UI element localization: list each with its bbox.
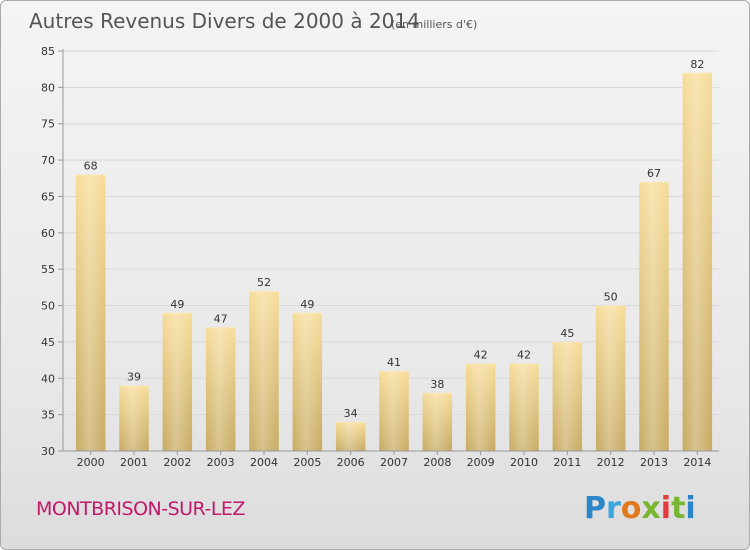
logo-letter: i	[661, 491, 671, 526]
y-tick-label: 70	[41, 154, 55, 167]
x-tick-label: 2007	[380, 456, 408, 469]
x-tick-label: 2013	[640, 456, 668, 469]
x-tick-label: 2010	[510, 456, 538, 469]
x-tick-label: 2002	[163, 456, 191, 469]
value-label: 39	[127, 371, 141, 384]
x-tick-label: 2014	[683, 456, 711, 469]
bar-highlight	[75, 174, 106, 452]
bar-highlight	[205, 327, 236, 451]
x-tick-label: 2000	[77, 456, 105, 469]
bar-highlight	[335, 421, 366, 451]
value-label: 49	[170, 298, 184, 311]
x-tick-label: 2003	[207, 456, 235, 469]
proxiti-logo: Proxiti	[584, 491, 696, 526]
y-tick-label: 45	[41, 336, 55, 349]
bars	[75, 72, 713, 452]
bar-highlight	[292, 312, 323, 451]
y-tick-label: 85	[41, 45, 55, 58]
value-label: 52	[257, 276, 271, 289]
x-tick-label: 2011	[553, 456, 581, 469]
value-label: 42	[474, 349, 488, 362]
y-tick-label: 60	[41, 227, 55, 240]
tick-labels: 30 35 40 45 50 55 60 65 70 75 80 85 68 2000 39 2001 49 20…	[41, 45, 711, 469]
logo-letter: o	[621, 491, 642, 526]
x-tick-label: 2006	[337, 456, 365, 469]
x-tick-label: 2004	[250, 456, 278, 469]
value-label: 42	[517, 349, 531, 362]
y-tick-label: 80	[41, 81, 55, 94]
chart-title: Autres Revenus Divers de 2000 à 2014	[29, 9, 420, 33]
x-tick-label: 2008	[423, 456, 451, 469]
value-label: 41	[387, 356, 401, 369]
logo-letter: r	[606, 491, 621, 526]
y-tick-label: 55	[41, 263, 55, 276]
x-tick-label: 2009	[467, 456, 495, 469]
value-label: 45	[560, 327, 574, 340]
bar-highlight	[552, 341, 583, 451]
value-label: 47	[214, 312, 228, 325]
value-label: 82	[690, 58, 704, 71]
bar-highlight	[162, 312, 193, 451]
x-tick-label: 2012	[597, 456, 625, 469]
bar-highlight	[422, 392, 453, 451]
y-tick-label: 30	[41, 445, 55, 458]
value-label: 67	[647, 167, 661, 180]
chart-subtitle: (en milliers d'€)	[391, 18, 477, 31]
bar-highlight	[379, 371, 409, 451]
y-tick-label: 75	[41, 118, 55, 131]
town-name: MONTBRISON-SUR-LEZ	[36, 498, 245, 520]
bar-highlight	[682, 72, 713, 452]
bar-highlight	[639, 181, 669, 451]
value-label: 50	[604, 291, 618, 304]
bar-highlight	[119, 385, 149, 451]
value-label: 49	[300, 298, 314, 311]
y-tick-label: 50	[41, 300, 55, 313]
logo-letter: x	[641, 491, 660, 526]
axes	[58, 49, 719, 455]
bar-highlight	[595, 305, 626, 451]
logo-letter: P	[584, 491, 606, 526]
value-label: 34	[344, 407, 358, 420]
x-tick-label: 2005	[293, 456, 321, 469]
y-tick-label: 65	[41, 190, 55, 203]
logo-letter: t	[671, 491, 685, 526]
bar-highlight	[509, 363, 539, 451]
value-label: 68	[84, 160, 98, 173]
logo-letter: i	[685, 491, 695, 526]
y-tick-label: 35	[41, 409, 55, 422]
bar-highlight	[465, 363, 496, 451]
x-tick-label: 2001	[120, 456, 148, 469]
y-tick-label: 40	[41, 372, 55, 385]
value-label: 38	[430, 378, 444, 391]
bar-highlight	[249, 291, 279, 451]
